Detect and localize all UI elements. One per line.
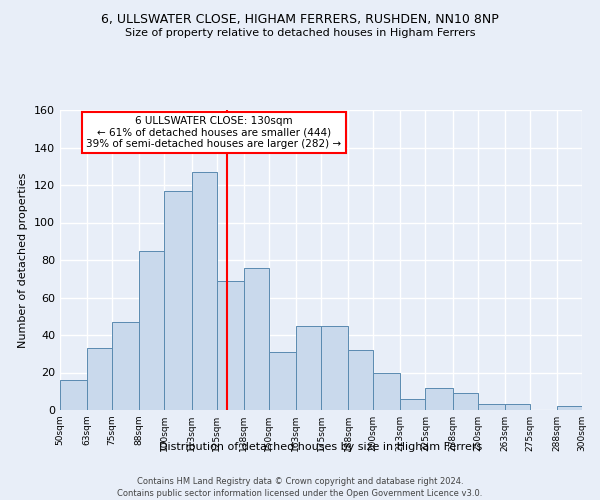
Bar (478, 404, 505, 410)
Text: Contains public sector information licensed under the Open Government Licence v3: Contains public sector information licen… (118, 489, 482, 498)
Bar (244, 268, 269, 410)
Bar (348, 350, 373, 410)
Text: 6, ULLSWATER CLOSE, HIGHAM FERRERS, RUSHDEN, NN10 8NP: 6, ULLSWATER CLOSE, HIGHAM FERRERS, RUSH… (101, 12, 499, 26)
Bar (217, 280, 244, 410)
Text: 6 ULLSWATER CLOSE: 130sqm
← 61% of detached houses are smaller (444)
39% of semi: 6 ULLSWATER CLOSE: 130sqm ← 61% of detac… (86, 116, 341, 149)
Bar (139, 250, 164, 410)
Bar (296, 326, 321, 410)
Bar (505, 404, 530, 410)
Bar (269, 352, 296, 410)
Bar (452, 393, 478, 410)
Text: Contains HM Land Registry data © Crown copyright and database right 2024.: Contains HM Land Registry data © Crown c… (137, 478, 463, 486)
Bar (557, 406, 582, 410)
Bar (191, 172, 217, 410)
Bar (60, 380, 87, 410)
Bar (164, 190, 191, 410)
Bar (400, 399, 425, 410)
Y-axis label: Number of detached properties: Number of detached properties (19, 172, 28, 348)
Bar (425, 388, 452, 410)
Text: Size of property relative to detached houses in Higham Ferrers: Size of property relative to detached ho… (125, 28, 475, 38)
Bar (321, 326, 348, 410)
Bar (112, 322, 139, 410)
Bar (87, 348, 112, 410)
Text: Distribution of detached houses by size in Higham Ferrers: Distribution of detached houses by size … (160, 442, 482, 452)
Bar (373, 372, 400, 410)
